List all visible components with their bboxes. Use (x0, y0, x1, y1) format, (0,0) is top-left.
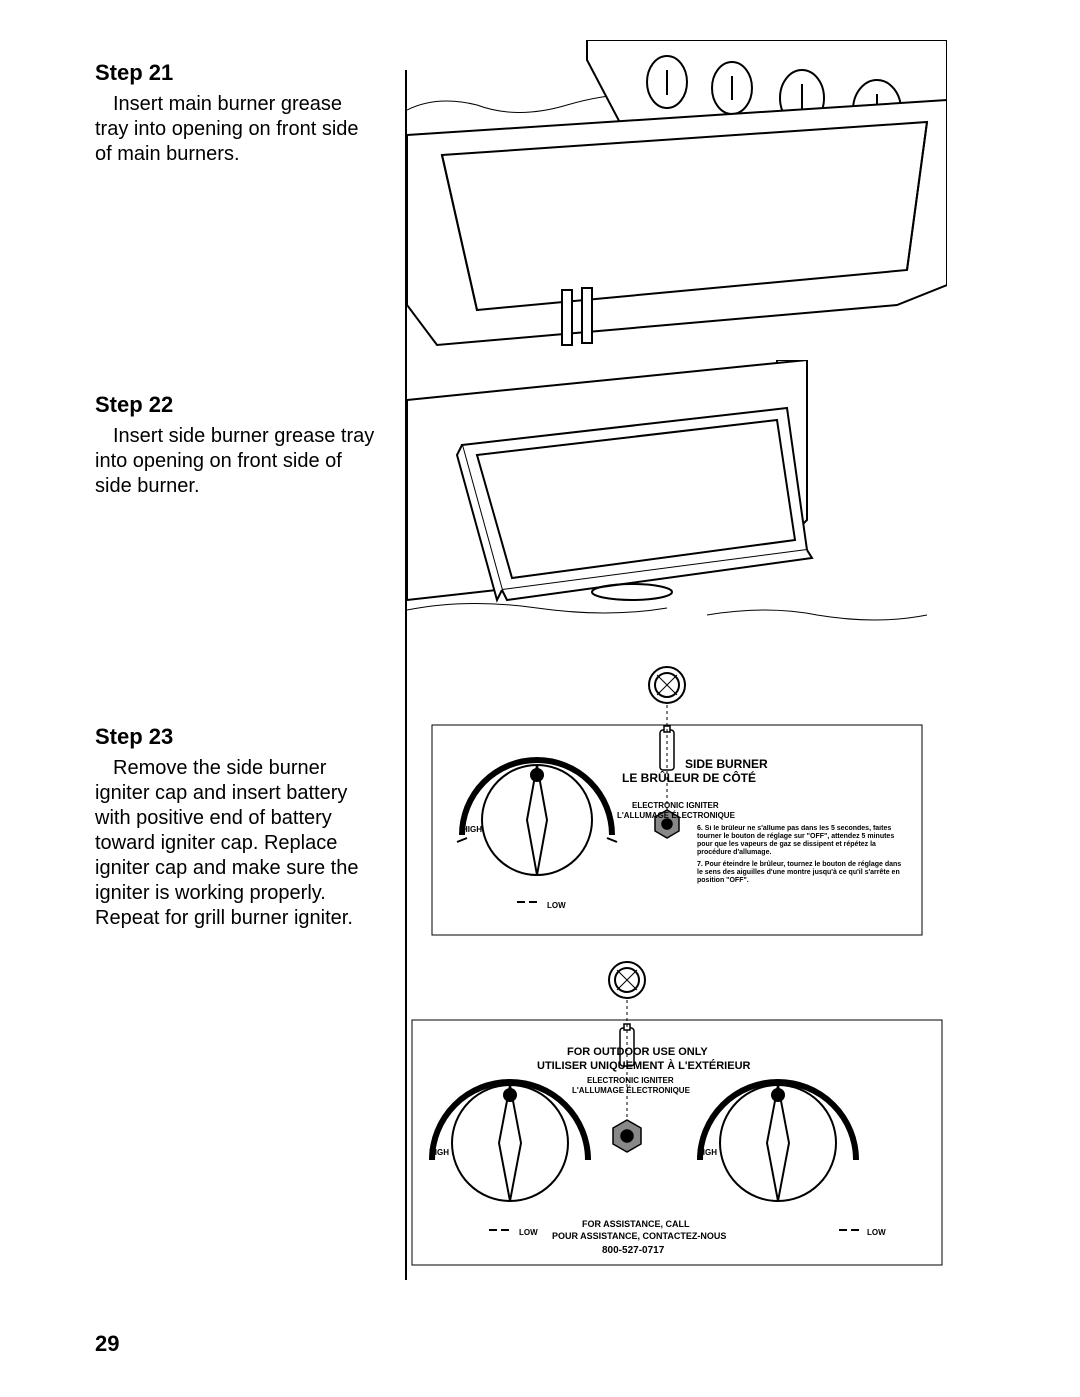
illustration-grill-burner-panel: HIGH LOW HIGH (407, 955, 947, 1275)
illustration-side-burner-panel: HIGH LOW SIDE BURNER LE BRÛLEUR DE CÔTÉ … (407, 660, 947, 950)
label-low-right: LOW (867, 1228, 886, 1237)
two-column-layout: Step 21 Insert main burner grease tray i… (95, 60, 1000, 1300)
step-body: Insert main burner grease tray into open… (95, 92, 380, 167)
illustration-side-burner-tray (407, 360, 947, 650)
igniter-en: ELECTRONIC IGNITER (632, 801, 719, 810)
note-6: 6. Si le brûleur ne s'allume pas dans le… (697, 825, 907, 857)
illustration-column: HIGH LOW SIDE BURNER LE BRÛLEUR DE CÔTÉ … (407, 60, 1000, 1300)
manual-page: Step 21 Insert main burner grease tray i… (0, 0, 1080, 1397)
label-low: LOW (547, 901, 566, 910)
igniter-en-2: ELECTRONIC IGNITER (587, 1076, 674, 1085)
assist-en: FOR ASSISTANCE, CALL (582, 1219, 690, 1229)
panel-title-en: SIDE BURNER (685, 757, 768, 771)
note-7: 7. Pour éteindre le brûleur, tournez le … (697, 861, 907, 885)
assist-fr: POUR ASSISTANCE, CONTACTEZ-NOUS (552, 1231, 726, 1241)
step-title: Step 21 (95, 60, 380, 86)
label-high-right: HIGH (697, 1148, 717, 1157)
label-high-left: HIGH (429, 1148, 449, 1157)
step-body: Insert side burner grease tray into open… (95, 424, 380, 499)
igniter-fr: L'ALLUMAGE ÉLECTRONIQUE (617, 811, 736, 820)
step-22: Step 22 Insert side burner grease tray i… (95, 392, 380, 499)
step-23: Step 23 Remove the side burner igniter c… (95, 724, 380, 931)
step-title: Step 23 (95, 724, 380, 750)
panel-title-fr: LE BRÛLEUR DE CÔTÉ (622, 770, 756, 785)
page-number: 29 (95, 1331, 119, 1357)
illustration-main-burner-tray (407, 40, 947, 350)
outdoor-fr: UTILISER UNIQUEMENT À L'EXTÉRIEUR (537, 1059, 751, 1072)
label-low-left: LOW (519, 1228, 538, 1237)
step-21: Step 21 Insert main burner grease tray i… (95, 60, 380, 167)
step-title: Step 22 (95, 392, 380, 418)
label-high: HIGH (462, 825, 482, 834)
text-column: Step 21 Insert main burner grease tray i… (95, 60, 405, 1300)
igniter-fr-2: L'ALLUMAGE ÉLECTRONIQUE (572, 1086, 691, 1095)
outdoor-en: FOR OUTDOOR USE ONLY (567, 1046, 708, 1058)
step-body: Remove the side burner igniter cap and i… (95, 756, 380, 931)
assist-phone: 800-527-0717 (602, 1245, 665, 1256)
